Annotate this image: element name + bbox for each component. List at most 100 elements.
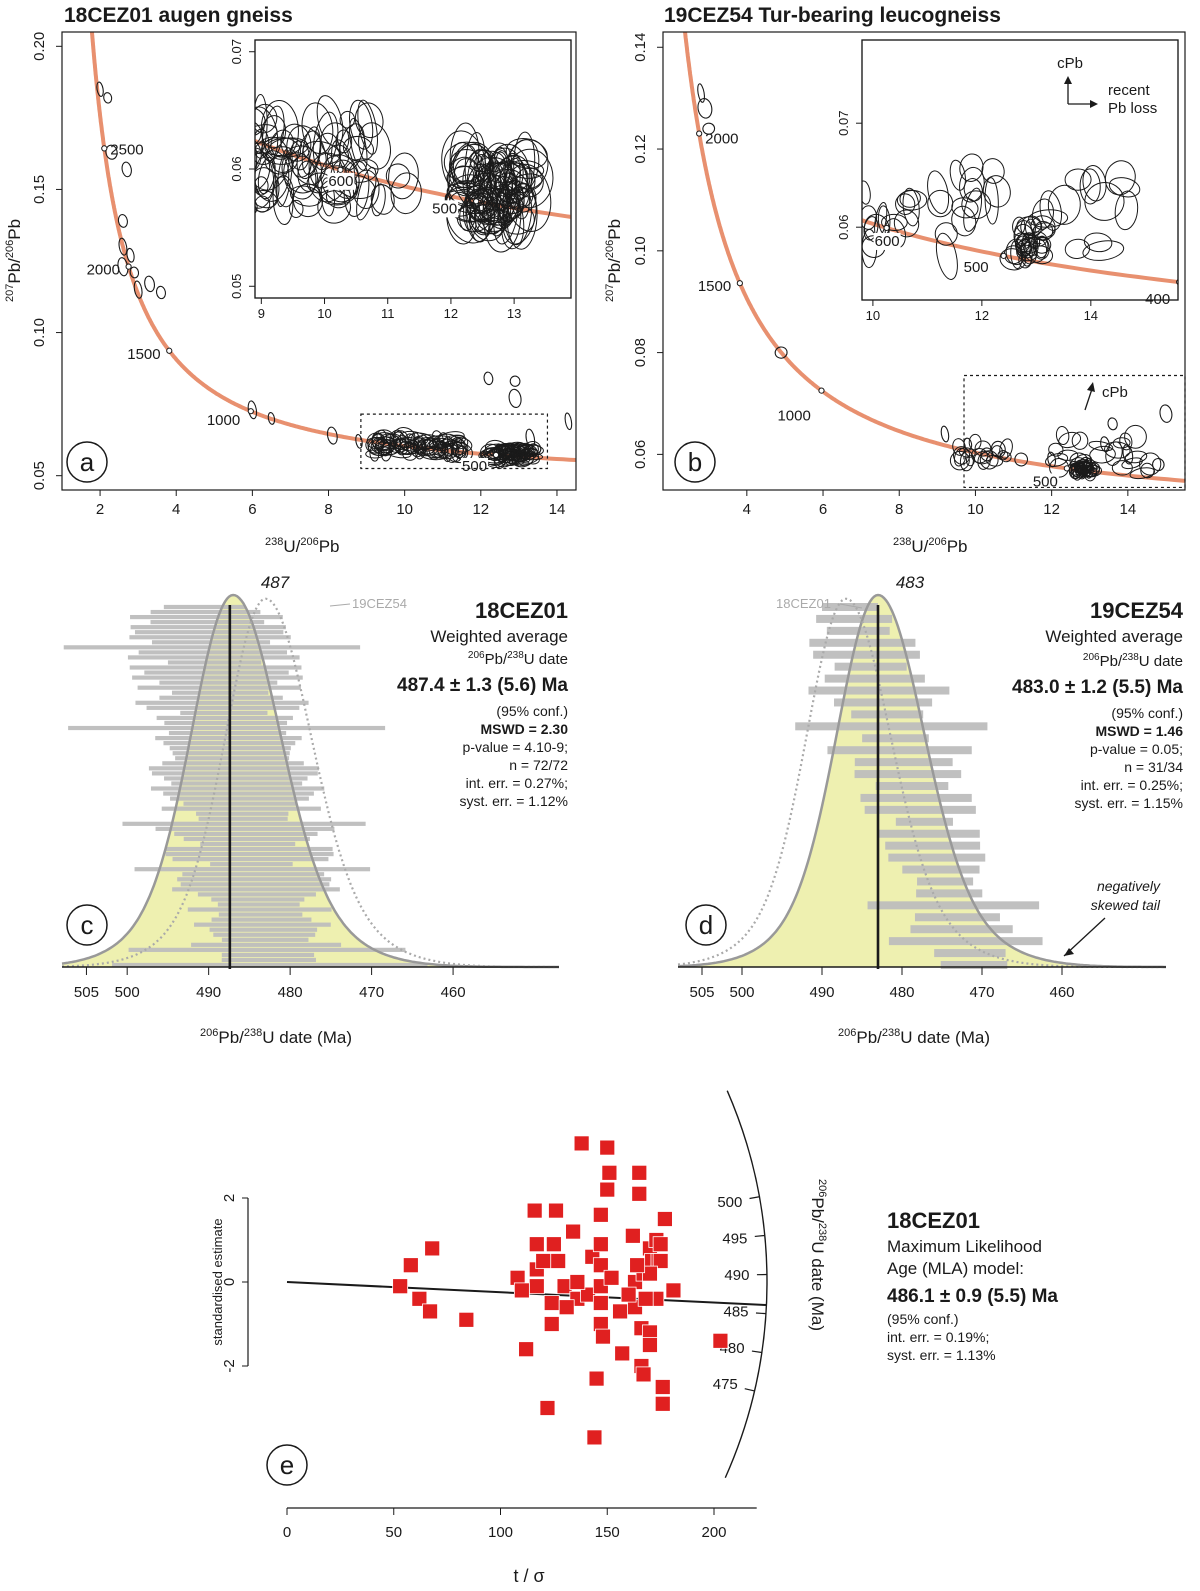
analysis-ellipse [1075, 460, 1090, 470]
data-point [642, 1265, 658, 1282]
analysis-ellipse [1058, 431, 1082, 449]
date-bar [187, 907, 332, 912]
analysis-ellipse [982, 175, 1011, 208]
radial-tick [754, 1234, 765, 1238]
age-label: 500 [964, 259, 989, 276]
svg-text:b: b [688, 447, 702, 477]
x-tick-label: 10 [317, 306, 331, 321]
x-tick-label: 14 [1120, 501, 1137, 518]
date-bar [134, 867, 371, 872]
x-tick-label: 10 [396, 501, 413, 518]
data-point [513, 1282, 530, 1299]
date-bar [150, 786, 325, 791]
analysis-ellipse [389, 429, 404, 449]
age-label: 1500 [698, 278, 731, 295]
data-point [528, 1278, 545, 1295]
analysis-ellipse [255, 106, 266, 138]
date-bar [144, 670, 289, 675]
analysis-ellipse [155, 285, 167, 300]
panel-a-letter: a [66, 441, 108, 483]
analysis-ellipse [959, 166, 985, 203]
analysis-ellipse [118, 237, 128, 256]
data-point [548, 1202, 564, 1219]
analysis-ellipse [281, 145, 322, 194]
date-bar [834, 698, 933, 707]
panel-d-tail-note: negatively skewed tail [1063, 878, 1161, 957]
analysis-ellipse [255, 197, 258, 219]
data-point [573, 1135, 590, 1152]
svg-text:int. err. = 0.19%;: int. err. = 0.19%; [887, 1329, 989, 1345]
comparison-kde-curve [677, 597, 1166, 969]
radial-tick [749, 1196, 760, 1200]
date-bar [130, 625, 286, 630]
analysis-ellipse [1111, 460, 1133, 476]
svg-text:207Pb/206Pb: 207Pb/206Pb [4, 219, 24, 302]
panel-a-title: 18CEZ01 augen gneiss [64, 4, 293, 27]
y-tick-label: 0.08 [632, 338, 649, 367]
analysis-ellipse [1013, 223, 1036, 253]
analysis-ellipse [1045, 453, 1069, 467]
panel-c: 505 500 490 480 470 460 487 19CEZ54 18CEZ01 W… [61, 573, 568, 1047]
date-bar [221, 937, 309, 942]
analysis-ellipse [255, 167, 280, 213]
panel-d-stats: 19CEZ54 Weighted average 206Pb/238U date… [1012, 598, 1184, 811]
age-marker [1063, 465, 1070, 472]
analysis-ellipse [774, 346, 788, 359]
analysis-ellipse [1014, 452, 1029, 467]
analysis-ellipse [509, 183, 537, 213]
date-bar [867, 901, 1040, 910]
date-bar [172, 857, 329, 862]
svg-text:skewed tail: skewed tail [1091, 897, 1161, 913]
y-tick-label: 0.14 [632, 33, 649, 62]
analysis-ellipse [288, 199, 304, 219]
panel-a: 18CEZ01 augen gneiss 2500200015001000500… [4, 4, 577, 556]
date-bar [146, 705, 300, 710]
analysis-ellipse [1033, 220, 1054, 242]
x-tick-label: 11 [381, 306, 395, 321]
analysis-ellipse [144, 275, 156, 293]
analysis-ellipse [881, 213, 908, 231]
date-bar [112, 962, 428, 968]
analysis-ellipse [505, 148, 554, 209]
analysis-ellipse [525, 428, 536, 449]
panel-b: 19CEZ54 Tur-bearing leucogneiss 2000 1500… [604, 4, 1186, 556]
analysis-ellipse [1024, 218, 1037, 237]
analysis-ellipse [1082, 240, 1125, 261]
analysis-ellipse [1012, 216, 1026, 236]
data-point [545, 1236, 562, 1253]
data-point [614, 1345, 631, 1362]
analysis-ellipse [991, 445, 1003, 458]
analysis-ellipse [510, 442, 531, 460]
date-bar [137, 685, 301, 690]
analysis-ellipse [486, 175, 509, 237]
y-tick-label: 0.05 [229, 274, 244, 299]
svg-text:19CEZ54: 19CEZ54 [1090, 598, 1184, 623]
date-bar [834, 662, 907, 671]
data-point [631, 1164, 648, 1181]
analysis-ellipse [1064, 168, 1092, 191]
analysis-ellipse [1064, 238, 1091, 260]
date-bar [895, 817, 953, 826]
date-bar [809, 638, 916, 647]
svg-text:c: c [81, 910, 94, 940]
date-bar [132, 675, 303, 680]
age-marker [473, 198, 480, 205]
analysis-ellipse [1124, 450, 1148, 464]
date-bar [163, 791, 314, 796]
analysis-ellipse [255, 150, 275, 200]
data-point [635, 1366, 652, 1383]
age-label-bg [461, 457, 489, 475]
analysis-ellipse [1083, 232, 1113, 253]
analysis-ellipse [977, 452, 991, 470]
y-tick-label: 0 [221, 1278, 238, 1286]
panel-c-letter: c [66, 904, 108, 946]
x-tick-label: 490 [196, 984, 221, 1001]
date-bar [162, 761, 304, 766]
data-point [539, 1400, 556, 1416]
age-marker [166, 347, 173, 354]
x-tick-label: 200 [701, 1524, 726, 1541]
svg-text:487.4 ± 1.3 (5.6) Ma: 487.4 ± 1.3 (5.6) Ma [397, 675, 568, 696]
analysis-ellipse [1048, 442, 1064, 457]
